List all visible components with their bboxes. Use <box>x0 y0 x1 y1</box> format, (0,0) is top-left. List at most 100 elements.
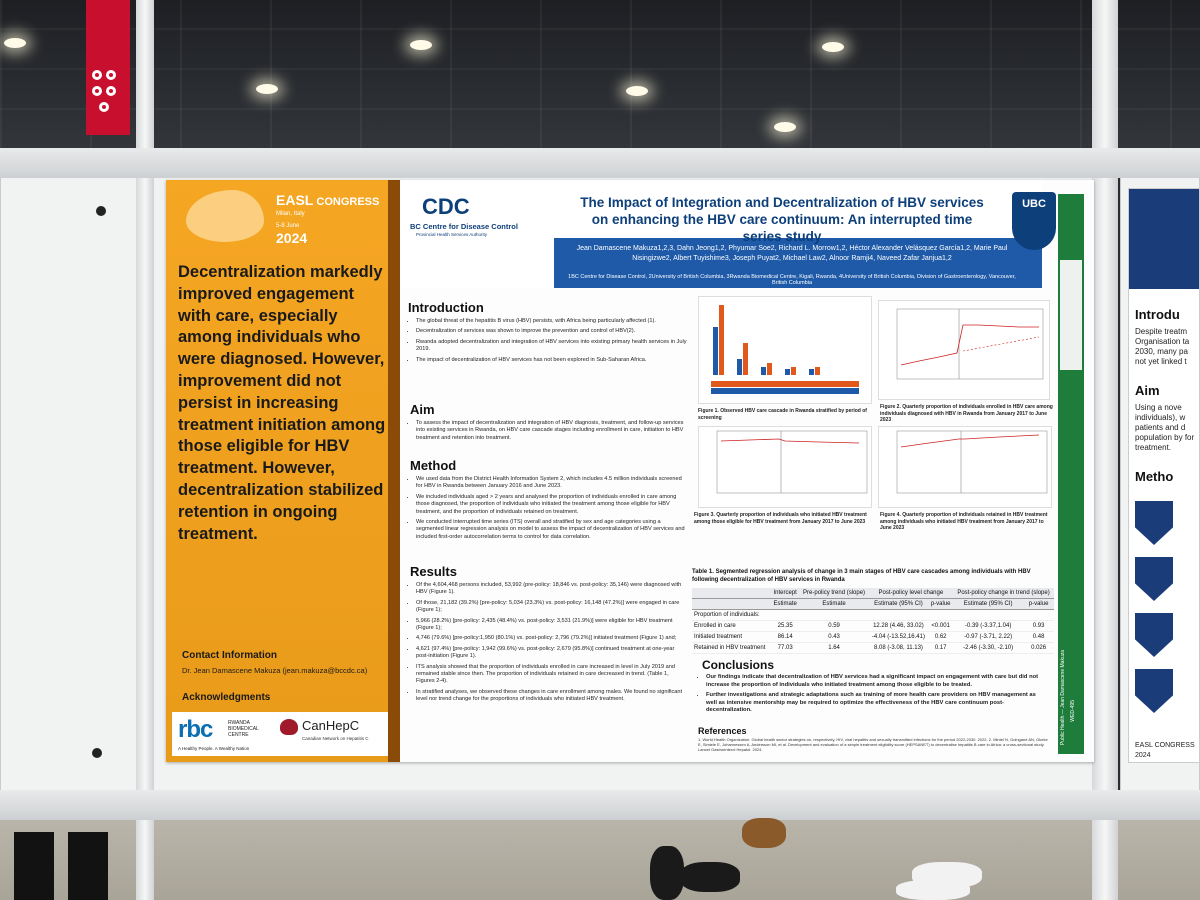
table-subheader: Estimate <box>770 598 800 610</box>
ceiling-light-icon <box>410 40 432 50</box>
neighbor-aim-heading: Aim <box>1135 383 1160 398</box>
poster-header: CDC BC Centre for Disease Control Provin… <box>402 180 1042 288</box>
pole-left <box>136 0 154 900</box>
conclusions-heading: Conclusions <box>702 658 775 672</box>
panel-divider <box>388 180 400 762</box>
list-item: The impact of decentralization of HBV se… <box>416 357 688 364</box>
list-item: ITS analysis showed that the proportion … <box>416 664 688 686</box>
neighbor-poster: Introdu Despite treatm Organisation ta 2… <box>1128 188 1200 763</box>
contact-text: Dr. Jean Damascene Makuza (jean.makuza@b… <box>182 666 368 675</box>
bar <box>809 369 814 375</box>
figure-3-chart <box>716 430 868 494</box>
list-item: Of those, 21,182 (39.2%) [pre-policy: 5,… <box>416 600 688 615</box>
aim-list: To assess the impact of decentralization… <box>408 420 688 445</box>
neighbor-intro-text: Despite treatm Organisation ta 2030, man… <box>1135 327 1190 366</box>
pole-right <box>1092 0 1118 900</box>
table-cell: 0.48 <box>1023 631 1054 643</box>
table-subheader: Estimate (95% CI) <box>868 598 929 610</box>
figure-2-chart <box>896 308 1044 380</box>
list-item: Of the 4,604,468 persons included, 53,99… <box>416 582 688 597</box>
table-header: Intercept <box>770 588 800 599</box>
introduction-list: The global threat of the hepatitis B vir… <box>408 318 688 367</box>
ceiling-light-icon <box>4 38 26 48</box>
left-board <box>0 176 138 806</box>
table-cell: -0.39 (-3.37,1.04) <box>953 620 1024 632</box>
bccdc-sub: Provincial Health Services Authority <box>416 232 488 237</box>
poster-title: The Impact of Integration and Decentrali… <box>580 195 984 244</box>
poster-authors: Jean Damascene Makuza1,2,3, Dahn Jeong1,… <box>576 245 1008 262</box>
chevron-down-icon <box>1135 557 1173 601</box>
bar <box>791 367 796 375</box>
legend-band <box>711 388 859 394</box>
bar <box>815 367 820 375</box>
poster: EASL CONGRESS Milan, Italy 5-8 June 2024… <box>166 180 1094 762</box>
list-item: 5,966 (28.2%) [pre-policy: 2,435 (48.4%)… <box>416 618 688 633</box>
table-cell: -0.97 (-3.71, 2.22) <box>953 631 1024 643</box>
conclusions-list: Our findings indicate that decentralizat… <box>698 674 1048 718</box>
observed-series <box>900 434 1040 448</box>
key-message-panel <box>166 180 398 762</box>
bar <box>713 327 718 375</box>
table-subheader: Estimate (95% CI) <box>953 598 1024 610</box>
observed-series <box>900 324 1039 366</box>
figure-4 <box>878 426 1052 508</box>
table-row: Retained in HBV treatment 77.03 1.64 8.0… <box>692 642 1054 654</box>
table-cell: Enrolled in care <box>692 620 771 632</box>
figure-2 <box>878 300 1050 400</box>
list-item: Decentralization of services was shown t… <box>416 328 688 335</box>
references-heading: References <box>698 726 747 736</box>
white-shoe <box>896 880 970 900</box>
bar <box>761 367 766 375</box>
table-cell: 86.14 <box>770 631 800 643</box>
table-cell: 12.28 (4.46, 33.02) <box>868 620 929 632</box>
top-rail <box>0 148 1200 178</box>
table-cell: Retained in HBV treatment <box>692 642 771 654</box>
ceiling-light-icon <box>774 122 796 132</box>
easl-congress: CONGRESS <box>316 196 380 208</box>
bar <box>785 369 790 375</box>
figure-4-chart <box>896 430 1048 494</box>
list-item: In stratified analyses, we observed thes… <box>416 689 688 704</box>
list-item: 4,746 (79.6%) [pre-policy:1,950 (80.1%) … <box>416 635 688 642</box>
list-item: Rwanda adopted decentralization and inte… <box>416 339 688 354</box>
side-strip-text: Public Health — Jean Damascene Makuza <box>1060 650 1066 746</box>
neighbor-method-heading: Metho <box>1135 469 1174 484</box>
neighbor-header <box>1129 189 1199 289</box>
table-group-label: Proportion of individuals: <box>692 609 1054 621</box>
list-item: Our findings indicate that decentralizat… <box>706 674 1048 689</box>
hall-ceiling <box>0 0 1200 160</box>
method-list: We used data from the District Health In… <box>408 476 688 544</box>
person-leg <box>14 832 54 900</box>
table-cell: 0.59 <box>799 620 869 632</box>
list-item: We used data from the District Health In… <box>416 476 688 491</box>
figure-1 <box>698 296 872 404</box>
list-item: We conducted interrupted time series (IT… <box>416 519 688 541</box>
table-header <box>692 588 771 599</box>
acknowledgments-heading: Acknowledgments <box>182 692 271 703</box>
chevron-down-icon <box>1135 613 1173 657</box>
table-cell: -4.04 (-13.52,16.41) <box>868 631 929 643</box>
results-list: Of the 4,604,468 persons included, 53,99… <box>408 582 688 707</box>
bar <box>737 359 742 375</box>
table-cell: 25.35 <box>770 620 800 632</box>
method-heading: Method <box>410 458 457 473</box>
table-subheader: p-value <box>928 598 954 610</box>
counterfactual-line <box>962 336 1040 352</box>
bar <box>743 343 748 375</box>
list-item: The global threat of the hepatitis B vir… <box>416 318 688 325</box>
pin-icon <box>96 206 106 216</box>
chevron-down-icon <box>1135 501 1173 545</box>
figure-2-caption: Figure 2. Quarterly proportion of indivi… <box>880 404 1053 423</box>
plot-area <box>896 430 1048 494</box>
easl-logo: EASL CONGRESS Milan, Italy 5-8 June 2024 <box>276 193 380 246</box>
table-cell: Initiated treatment <box>692 631 771 643</box>
easl-dates: 5-8 June <box>276 223 300 229</box>
table-cell: 1.64 <box>799 642 869 654</box>
neighbor-aim-text: Using a nove individuals), w patients an… <box>1135 403 1195 452</box>
regression-table: Intercept Pre-policy trend (slope) Post-… <box>692 588 1054 654</box>
figure-3 <box>698 426 872 508</box>
table-row: Initiated treatment 86.14 0.43 -4.04 (-1… <box>692 631 1054 643</box>
title-area <box>554 180 1042 238</box>
table-subheader: Estimate <box>799 598 869 610</box>
table-subheader: p-value <box>1023 598 1054 610</box>
